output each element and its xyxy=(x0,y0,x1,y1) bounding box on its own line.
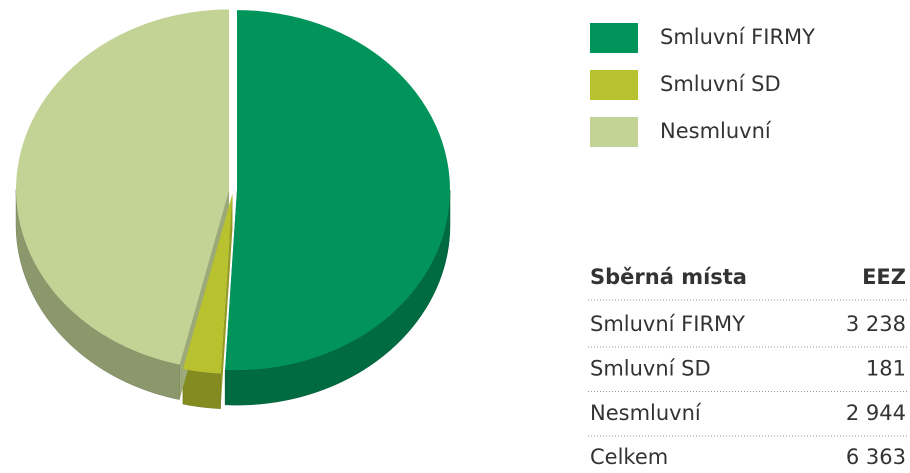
table-label: Smluvní SD xyxy=(590,357,711,381)
table-value: 181 xyxy=(866,357,906,381)
slice-side xyxy=(182,368,221,409)
slice xyxy=(182,193,233,374)
table-value: 3 238 xyxy=(846,312,906,336)
table-header: EEZ xyxy=(862,265,906,289)
slice xyxy=(225,10,450,371)
table-label: Smluvní FIRMY xyxy=(590,312,745,336)
table-value: 2 944 xyxy=(846,401,906,425)
table-total-value: 6 363 xyxy=(846,445,906,469)
legend-swatch xyxy=(590,70,638,100)
slice xyxy=(16,9,230,365)
legend-swatch xyxy=(590,117,638,147)
legend-label: Nesmluvní xyxy=(660,119,772,143)
table-label: Nesmluvní xyxy=(590,401,702,425)
table-header: Sběrná místa xyxy=(590,265,747,289)
pie-tops xyxy=(16,9,450,374)
legend-label: Smluvní SD xyxy=(660,72,781,96)
legend-swatch xyxy=(590,23,638,53)
slice-wall xyxy=(220,193,233,409)
table-total-label: Celkem xyxy=(590,445,668,469)
legend-label: Smluvní FIRMY xyxy=(660,25,815,49)
